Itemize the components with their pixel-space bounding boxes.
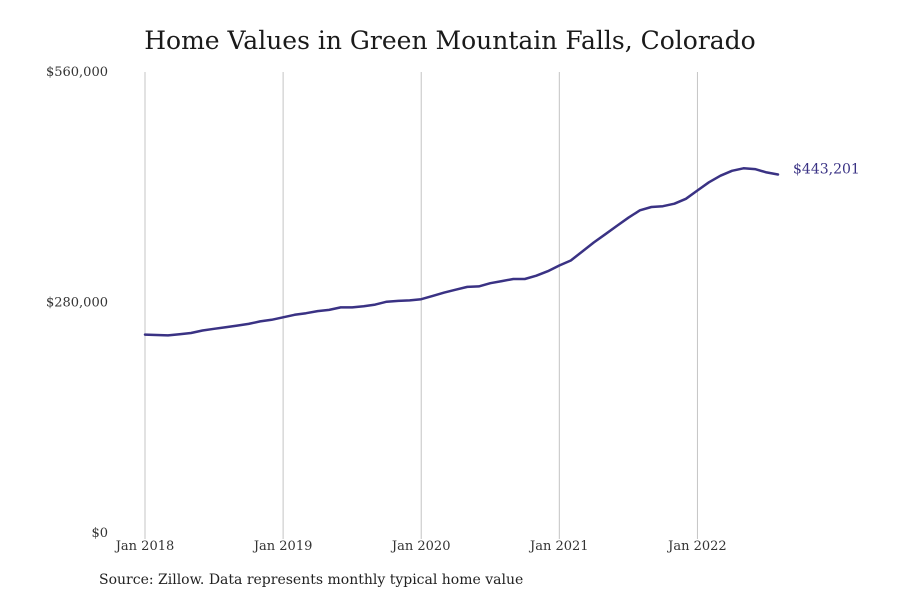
x-tick-label: Jan 2020 (390, 539, 451, 554)
x-tick-label: Jan 2018 (114, 539, 175, 554)
x-axis-tick-labels: Jan 2018 Jan 2019 Jan 2020 Jan 2021 Jan 2022 (114, 539, 727, 554)
y-tick-label: $280,000 (46, 296, 108, 311)
y-tick-label: $560,000 (46, 65, 108, 80)
x-tick-label: Jan 2021 (528, 539, 589, 554)
x-tick-label: Jan 2022 (666, 539, 727, 554)
y-tick-label: $0 (91, 526, 108, 541)
grid-lines (144, 72, 698, 539)
series-layer: $443,201 (143, 161, 860, 337)
chart-title: Home Values in Green Mountain Falls, Col… (144, 26, 756, 55)
y-axis-tick-labels: $0 $280,000 $560,000 (46, 65, 108, 541)
x-tick-label: Jan 2019 (252, 539, 313, 554)
end-value-label: $443,201 (793, 161, 860, 177)
source-note: Source: Zillow. Data represents monthly … (99, 572, 524, 588)
series-line (143, 167, 780, 337)
